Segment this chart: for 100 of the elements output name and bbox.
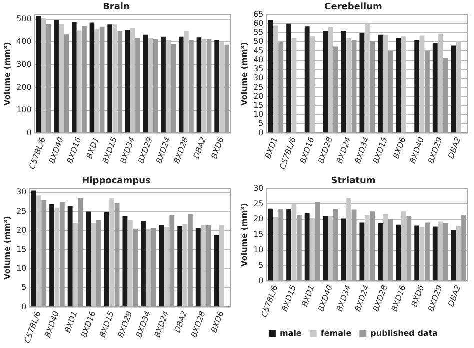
- bar: [378, 34, 383, 133]
- y-tick-label: 200: [16, 82, 32, 92]
- legend-label: published data: [370, 329, 438, 338]
- bar: [346, 38, 352, 133]
- x-tick-label: BXD6: [392, 136, 408, 160]
- bar: [141, 221, 146, 307]
- bar: [59, 24, 64, 133]
- bar: [364, 214, 370, 281]
- bar: [273, 217, 278, 281]
- legend-label: female: [320, 329, 352, 338]
- bar: [364, 24, 370, 133]
- bar: [171, 44, 176, 133]
- bar: [54, 208, 60, 307]
- bar: [206, 225, 212, 307]
- bar: [143, 34, 148, 133]
- bar: [268, 208, 274, 281]
- y-tick-label: 0: [22, 302, 27, 312]
- x-tick-label: BXD29: [136, 136, 155, 165]
- x-tick-label: BXD6: [410, 284, 426, 308]
- bar: [130, 28, 136, 133]
- bar: [396, 38, 402, 133]
- bar: [60, 202, 65, 307]
- y-tick-label: 0: [26, 128, 32, 138]
- bar: [334, 46, 338, 133]
- bar: [402, 36, 406, 133]
- bar: [78, 198, 84, 307]
- y-tick-label: 65: [254, 10, 264, 19]
- bar: [94, 30, 100, 133]
- bar: [54, 20, 59, 133]
- y-tick-label: 100: [16, 106, 32, 115]
- y-tick-label: 15: [16, 245, 27, 254]
- x-tick-label: BXD29: [426, 284, 444, 313]
- bar: [41, 18, 46, 133]
- bar: [383, 34, 388, 133]
- bar: [153, 39, 158, 133]
- bar: [286, 24, 292, 133]
- y-tick-label: 25: [254, 82, 264, 92]
- bar: [146, 228, 152, 307]
- bar: [310, 218, 315, 281]
- bar: [224, 44, 230, 133]
- bar: [420, 227, 425, 281]
- bar: [443, 223, 448, 281]
- bar: [196, 38, 202, 133]
- x-tick-label: BXD1: [264, 136, 280, 160]
- bar: [148, 38, 154, 133]
- y-tick-label: 500: [16, 14, 32, 24]
- x-tick-label: BXD15: [280, 284, 298, 313]
- y-axis-title: Volume (mm³): [2, 42, 12, 106]
- bar: [73, 223, 78, 307]
- bar: [315, 202, 320, 281]
- bar: [118, 31, 123, 133]
- bar: [268, 20, 274, 133]
- bar: [402, 212, 406, 281]
- x-tick-label: BXD29: [426, 136, 444, 165]
- y-tick-label: 25: [16, 206, 27, 216]
- bar: [133, 228, 138, 307]
- bar: [352, 210, 357, 281]
- y-tick-label: 0: [258, 128, 264, 138]
- bar: [462, 214, 466, 281]
- bar: [50, 204, 54, 307]
- y-tick-label: 30: [254, 74, 264, 83]
- bar: [432, 43, 438, 133]
- bar: [424, 51, 430, 133]
- bar: [182, 224, 188, 307]
- bar: [370, 41, 376, 133]
- bar: [46, 24, 52, 133]
- y-tick-label: 55: [254, 28, 264, 38]
- y-tick-label: 10: [16, 264, 27, 274]
- bar: [424, 222, 430, 281]
- bar: [64, 34, 70, 133]
- bar: [159, 225, 164, 307]
- bar: [82, 26, 87, 133]
- x-tick-label: DBA2: [446, 136, 463, 160]
- bar: [396, 224, 402, 281]
- x-tick-label: BXD40: [408, 136, 426, 165]
- bar: [328, 28, 334, 133]
- y-tick-label: 30: [16, 188, 27, 197]
- bar: [188, 214, 193, 307]
- bar: [170, 216, 175, 307]
- chart-title: Striatum: [331, 176, 376, 187]
- bar: [100, 26, 105, 133]
- y-tick-label: 5: [258, 260, 264, 270]
- bar: [286, 209, 292, 281]
- bar: [456, 226, 462, 281]
- bar: [220, 42, 224, 133]
- bar: [36, 196, 42, 307]
- bar: [72, 22, 77, 133]
- bar: [323, 31, 328, 133]
- bar: [110, 198, 115, 307]
- bar: [341, 218, 346, 281]
- y-tick-label: 25: [254, 199, 264, 208]
- y-tick-label: 5: [258, 119, 264, 128]
- bar: [196, 228, 201, 307]
- x-tick-label: BXD6: [210, 136, 226, 160]
- bar: [310, 36, 315, 133]
- bar: [388, 219, 394, 281]
- y-tick-label: 35: [254, 64, 264, 74]
- x-tick-label: DBA2: [173, 310, 190, 334]
- bar: [304, 26, 310, 133]
- y-tick-label: 30: [254, 184, 264, 193]
